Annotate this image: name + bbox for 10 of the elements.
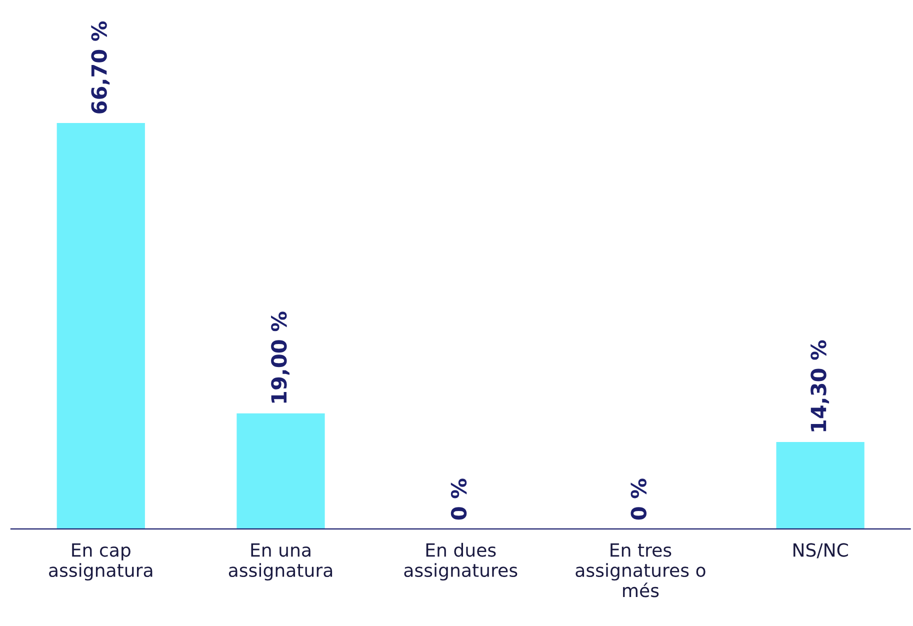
x-tick-label: En una assignatura (228, 543, 332, 581)
x-tick-label: NS/NC (794, 543, 848, 558)
data-label: 0 % (630, 478, 647, 520)
data-label: 0 % (450, 478, 467, 520)
x-tick-label: En tres assignatures o més (576, 543, 706, 598)
data-label: 19,00 % (271, 312, 290, 403)
x-tick-label: En cap assignatura (49, 543, 152, 581)
data-label: 14,30 % (810, 340, 830, 432)
x-tick-label: En dues assignatures (404, 542, 518, 581)
data-label: 66,70 % (91, 21, 110, 114)
